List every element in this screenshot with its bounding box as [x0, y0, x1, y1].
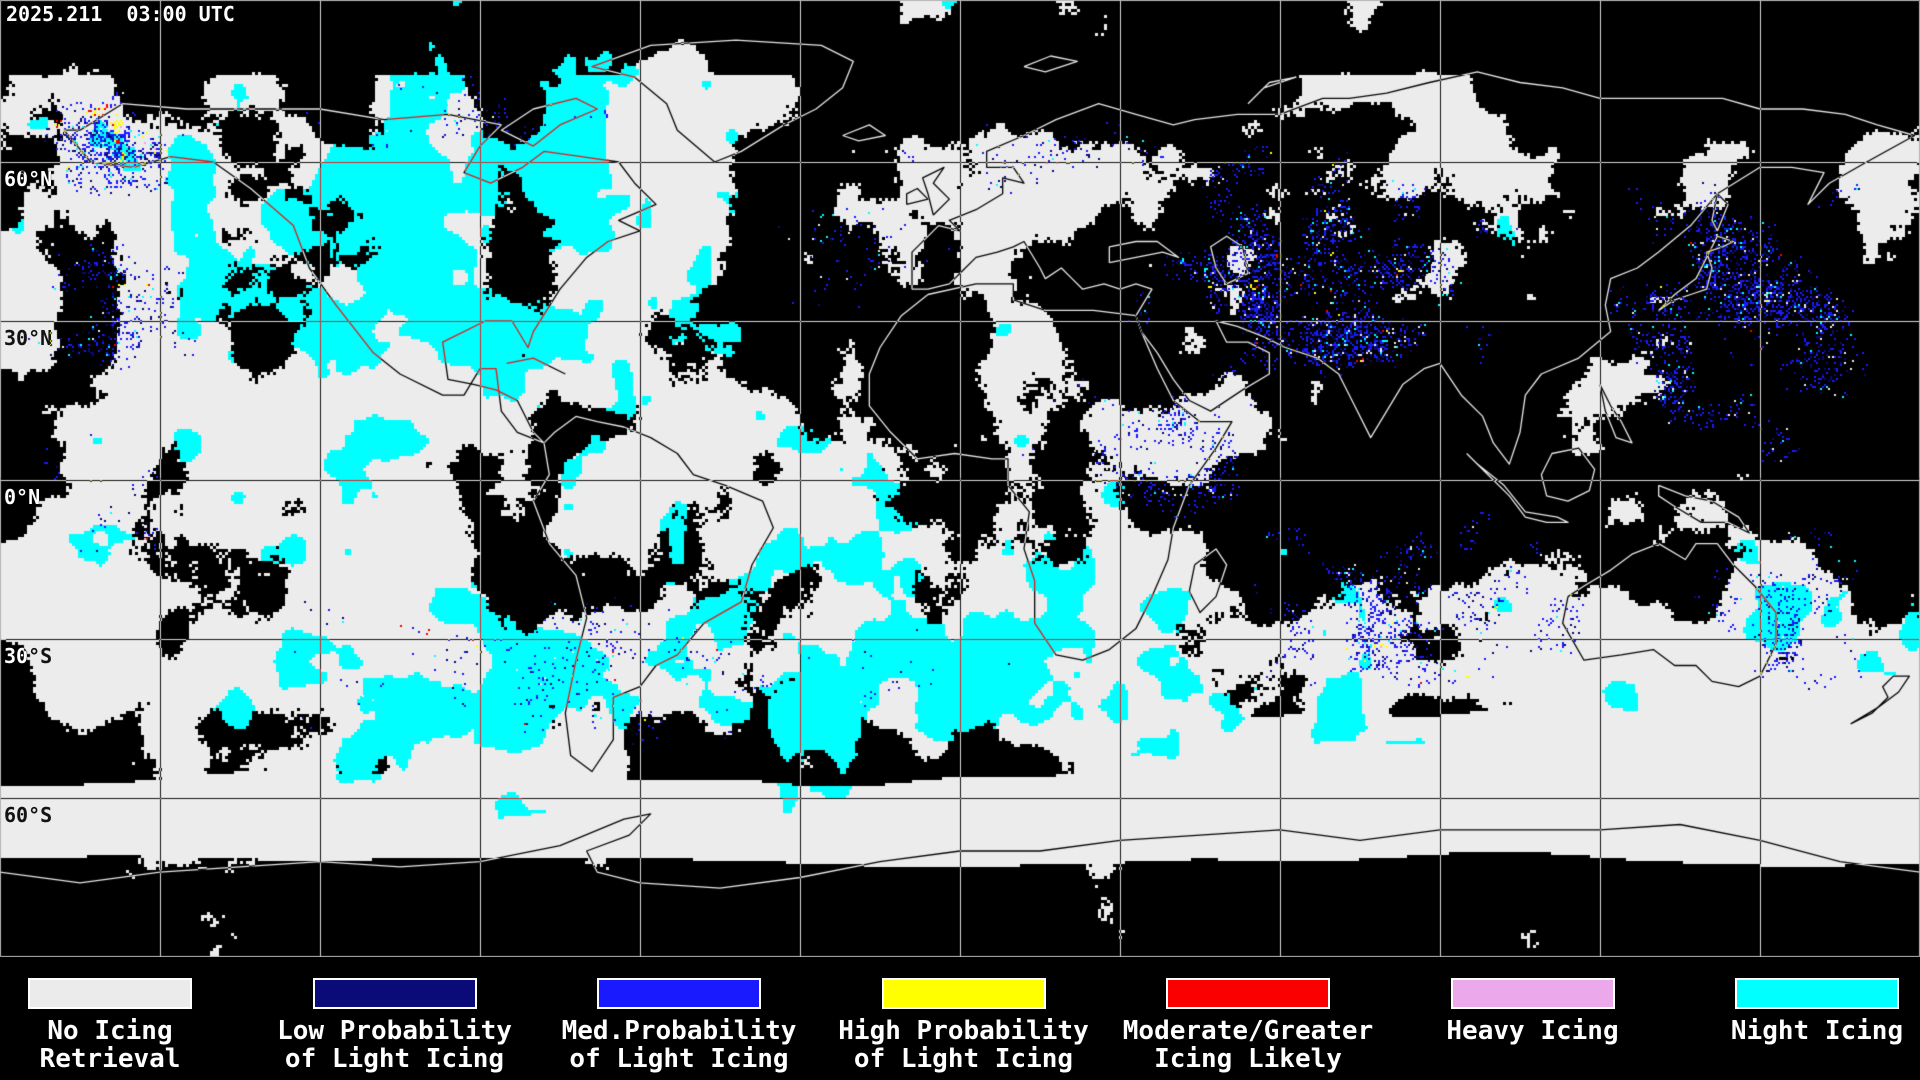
legend-swatch-heavy — [1450, 978, 1615, 1009]
lat-label-30S: 30°S — [4, 644, 53, 668]
legend-item-high-prob: High Probability of Light Icing — [838, 957, 1089, 1080]
lat-label-30N: 30°N — [4, 326, 53, 350]
lat-label-0N: 0°N — [4, 485, 41, 509]
legend-item-heavy: Heavy Icing — [1446, 957, 1619, 1080]
lat-label-60N: 60°N — [4, 167, 53, 191]
legend-swatch-high-prob — [881, 978, 1046, 1009]
legend-item-low-prob: Low Probability of Light Icing — [277, 957, 512, 1080]
legend-label-med-prob: Med.Probability of Light Icing — [561, 1016, 797, 1074]
legend-label-high-prob: High Probability of Light Icing — [838, 1016, 1089, 1074]
legend-label-no-icing: No Icing Retrieval — [39, 1016, 181, 1074]
icing-map-canvas — [0, 0, 1920, 957]
legend-swatch-no-icing — [28, 978, 192, 1009]
legend-item-night: Night Icing — [1731, 957, 1903, 1080]
legend-swatch-moderate — [1166, 978, 1330, 1009]
legend-item-no-icing: No Icing Retrieval — [28, 957, 192, 1080]
legend-item-moderate: Moderate/Greater Icing Likely — [1123, 957, 1373, 1080]
legend-item-med-prob: Med.Probability of Light Icing — [562, 957, 796, 1080]
legend-swatch-night — [1735, 978, 1899, 1009]
map-area: 2025.211 03:00 UTC 60°N 30°N 0°N 30°S 60°S — [0, 0, 1920, 957]
lat-label-60S: 60°S — [4, 803, 53, 827]
timestamp: 2025.211 03:00 UTC — [6, 2, 235, 26]
legend-label-low-prob: Low Probability of Light Icing — [277, 1016, 512, 1074]
legend-swatch-med-prob — [597, 978, 761, 1009]
legend-label-heavy: Heavy Icing — [1446, 1016, 1619, 1046]
legend-label-moderate: Moderate/Greater Icing Likely — [1122, 1016, 1374, 1074]
legend: No Icing Retrieval Low Probability of Lig… — [0, 957, 1920, 1080]
legend-swatch-low-prob — [312, 978, 477, 1009]
legend-label-night: Night Icing — [1730, 1016, 1904, 1046]
